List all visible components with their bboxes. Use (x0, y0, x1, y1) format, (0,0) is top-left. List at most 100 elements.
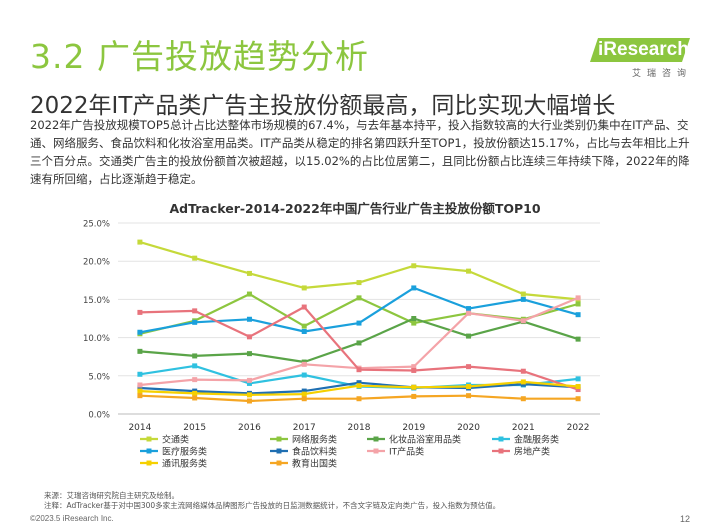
data-point (356, 380, 362, 386)
data-point (137, 348, 143, 354)
legend-label: 食品饮料类 (292, 446, 337, 458)
line-chart: AdTracker-2014-2022年中国广告行业广告主投放份额TOP10 25… (83, 201, 600, 470)
legend-label: 医疗服务类 (162, 446, 207, 458)
data-point (137, 309, 143, 315)
data-point (356, 320, 362, 326)
data-point (356, 340, 362, 346)
data-point (246, 334, 252, 340)
x-tick-label: 2016 (238, 423, 261, 433)
data-point (301, 372, 307, 378)
data-point (356, 367, 362, 373)
data-point (192, 255, 198, 261)
iresearch-logo: iResearch 艾瑞咨询 (590, 36, 690, 82)
section-title: 3.2 广告投放趋势分析 (30, 37, 369, 76)
y-tick-label: 10.0% (83, 334, 110, 344)
data-point (246, 392, 252, 398)
legend-label: 网络服务类 (292, 434, 337, 446)
data-point (575, 383, 581, 389)
legend-label: 教育出国类 (292, 458, 337, 470)
legend-label: IT产品类 (389, 446, 424, 458)
data-point (466, 310, 472, 316)
data-point (137, 371, 143, 377)
data-point (411, 393, 417, 399)
legend-marker (276, 436, 282, 442)
data-point (246, 377, 252, 383)
data-point (575, 295, 581, 301)
legend-marker (276, 460, 282, 466)
data-point (137, 385, 143, 391)
y-tick-label: 25.0% (83, 220, 110, 230)
data-point (246, 316, 252, 322)
data-point (246, 398, 252, 404)
data-point (356, 295, 362, 301)
legend-label: 通讯服务类 (162, 458, 207, 470)
data-point (520, 379, 526, 385)
legend-marker (498, 436, 504, 442)
data-point (411, 316, 417, 321)
legend-marker (373, 436, 379, 442)
data-point (137, 239, 143, 245)
data-point (356, 396, 362, 402)
data-point (301, 328, 307, 334)
data-point (246, 351, 252, 357)
x-tick-label: 2020 (457, 423, 480, 433)
data-point (356, 280, 362, 286)
data-point (466, 383, 472, 389)
page-number: 12 (679, 514, 690, 524)
data-point (246, 270, 252, 276)
data-point (301, 323, 307, 329)
x-tick-label: 2018 (348, 423, 371, 433)
data-point (520, 291, 526, 297)
legend-marker (498, 448, 504, 454)
data-point (301, 391, 307, 397)
data-point (192, 395, 198, 401)
data-point (356, 383, 362, 389)
data-point (192, 319, 198, 325)
y-tick-label: 0.0% (88, 411, 110, 421)
source-note: 来源：艾瑞咨询研究院自主研究及绘制。 (44, 491, 179, 500)
x-tick-label: 2021 (512, 423, 535, 433)
data-point (575, 301, 581, 307)
data-point (466, 364, 472, 370)
legend-label: 金融服务类 (514, 434, 559, 446)
data-point (192, 363, 198, 369)
copyright: ©2023.5 iResearch Inc. (30, 514, 114, 523)
data-point (411, 285, 417, 291)
data-point (192, 390, 198, 396)
data-point (520, 396, 526, 402)
data-point (246, 291, 252, 297)
data-point (246, 380, 252, 386)
x-tick-label: 2015 (183, 423, 206, 433)
data-point (137, 388, 143, 394)
series-line (139, 241, 579, 301)
y-tick-label: 5.0% (88, 372, 110, 382)
data-point (301, 396, 307, 402)
data-point (466, 393, 472, 399)
logo-subtext: 艾瑞咨询 (632, 69, 693, 79)
data-point (137, 382, 143, 388)
x-tick-label: 2017 (293, 423, 316, 433)
data-point (466, 333, 472, 339)
data-point (520, 296, 526, 302)
legend-marker (146, 436, 152, 442)
legend-marker (146, 448, 152, 454)
data-point (301, 285, 307, 291)
data-point (575, 396, 581, 402)
legend-marker (373, 448, 379, 454)
data-point (466, 306, 472, 312)
data-point (192, 353, 198, 359)
x-tick-label: 2014 (128, 423, 151, 433)
legend-marker (276, 448, 282, 454)
data-point (520, 318, 526, 324)
legend-label: 化妆品浴室用品类 (389, 434, 461, 446)
data-point (575, 336, 581, 342)
series-line (139, 286, 579, 334)
body-paragraph: 2022年广告投放规模TOP5总计占比达整体市场规模的67.4%，与去年基本持平… (30, 118, 690, 186)
data-point (301, 361, 307, 367)
data-point (575, 312, 581, 318)
data-point (520, 368, 526, 374)
x-tick-label: 2022 (567, 423, 590, 433)
data-point (192, 308, 198, 314)
data-point (575, 376, 581, 382)
data-point (301, 304, 307, 310)
